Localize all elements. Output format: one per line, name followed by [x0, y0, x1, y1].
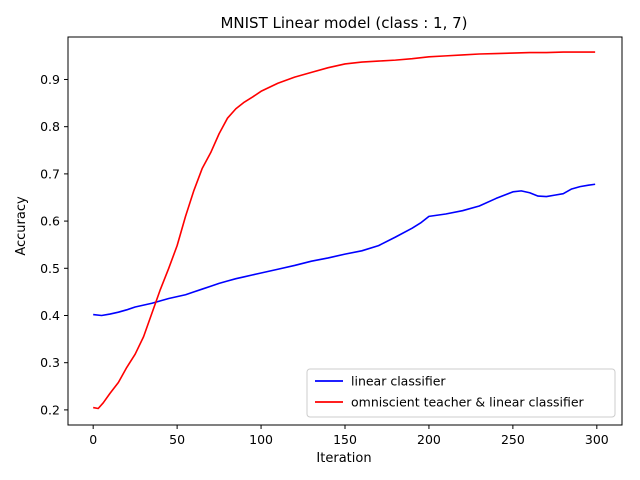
x-tick-label: 250	[501, 432, 525, 447]
y-tick-label: 0.3	[40, 355, 60, 370]
y-axis-label: Accuracy	[14, 196, 29, 256]
y-tick-label: 0.4	[40, 308, 60, 323]
y-tick-label: 0.7	[40, 166, 60, 181]
legend-entry: linear classifier	[351, 374, 446, 389]
y-tick-label: 0.9	[40, 72, 60, 87]
x-tick-label: 300	[585, 432, 609, 447]
x-tick-label: 200	[417, 432, 441, 447]
legend-entry: omniscient teacher & linear classifier	[351, 395, 585, 410]
legend-box	[306, 368, 616, 418]
x-axis-label: Iteration	[316, 451, 371, 466]
series-line-2	[93, 51, 596, 410]
legend: linear classifier omniscient teacher & li…	[306, 368, 616, 418]
y-tick-label: 0.8	[40, 119, 60, 134]
x-tick-label: 100	[249, 432, 273, 447]
x-tick-label: 50	[169, 432, 185, 447]
chart-title: MNIST Linear model (class : 1, 7)	[220, 14, 467, 32]
y-tick-label: 0.6	[40, 214, 60, 229]
plot-frame	[67, 36, 623, 426]
x-tick-label: 150	[333, 432, 357, 447]
y-tick-label: 0.5	[40, 261, 60, 276]
series-line-1	[93, 183, 596, 317]
x-tick-label: 0	[89, 432, 97, 447]
y-tick-label: 0.2	[40, 402, 60, 417]
